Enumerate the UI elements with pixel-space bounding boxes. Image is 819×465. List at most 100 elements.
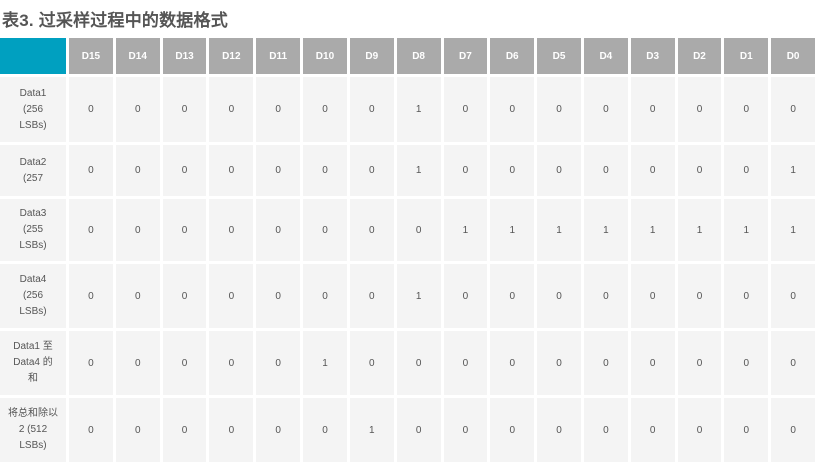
column-header-d7: D7 xyxy=(443,38,488,74)
bit-cell: 0 xyxy=(69,145,113,196)
bit-cell: 0 xyxy=(256,199,301,261)
bit-cell: 1 xyxy=(771,145,815,196)
bit-cell: 0 xyxy=(115,199,160,261)
bit-cell: 0 xyxy=(630,145,675,196)
bit-cell: 0 xyxy=(677,145,722,196)
bit-cell: 0 xyxy=(630,264,675,328)
bit-cell: 0 xyxy=(349,331,394,395)
column-header-d14: D14 xyxy=(115,38,160,74)
bit-cell: 0 xyxy=(162,77,207,142)
bit-cell: 0 xyxy=(537,264,581,328)
bit-cell: 0 xyxy=(303,264,347,328)
row-label-line: (256 xyxy=(22,290,43,301)
row-label-line: Data3 xyxy=(19,208,47,219)
bit-cell: 0 xyxy=(162,199,207,261)
bit-cell: 0 xyxy=(303,145,347,196)
row-label-line: Data1 至 xyxy=(13,341,53,352)
column-header-d15: D15 xyxy=(69,38,113,74)
bit-cell: 0 xyxy=(443,398,488,462)
row-label-line: Data4 xyxy=(19,274,47,285)
bit-cell: 0 xyxy=(209,398,254,462)
bit-cell: 1 xyxy=(443,199,488,261)
bit-cell: 0 xyxy=(162,398,207,462)
bit-cell: 0 xyxy=(724,264,769,328)
column-header-d1: D1 xyxy=(724,38,769,74)
bit-cell: 1 xyxy=(490,199,535,261)
column-header-d12: D12 xyxy=(209,38,254,74)
bit-cell: 0 xyxy=(583,398,628,462)
bit-cell: 0 xyxy=(209,264,254,328)
bit-cell: 0 xyxy=(630,331,675,395)
bit-cell: 0 xyxy=(303,77,347,142)
column-header-d0: D0 xyxy=(771,38,815,74)
bit-cell: 0 xyxy=(490,145,535,196)
bit-cell: 1 xyxy=(537,199,581,261)
row-label-line: LSBs) xyxy=(19,240,47,251)
bit-cell: 0 xyxy=(724,331,769,395)
bit-cell: 0 xyxy=(443,145,488,196)
data-format-table: D15 D14 D13 D12 D11 D10 D9 D8 D7 D6 D5 D4 D3 D2 D1 D0 D… xyxy=(0,35,818,465)
bit-cell: 0 xyxy=(443,264,488,328)
bit-cell: 0 xyxy=(630,398,675,462)
bit-cell: 0 xyxy=(490,331,535,395)
column-header-d2: D2 xyxy=(677,38,722,74)
bit-cell: 0 xyxy=(349,264,394,328)
bit-cell: 0 xyxy=(724,398,769,462)
bit-cell: 0 xyxy=(677,398,722,462)
row-label-line: 和 xyxy=(28,373,38,384)
row-label: Data4 (256 LSBs) xyxy=(0,264,66,328)
bit-cell: 0 xyxy=(69,77,113,142)
bit-cell: 0 xyxy=(349,199,394,261)
bit-cell: 0 xyxy=(583,77,628,142)
bit-cell: 1 xyxy=(724,199,769,261)
bit-cell: 0 xyxy=(115,145,160,196)
bit-cell: 0 xyxy=(115,77,160,142)
bit-cell: 0 xyxy=(115,331,160,395)
row-label: Data1 (256 LSBs) xyxy=(0,77,66,142)
bit-cell: 0 xyxy=(162,331,207,395)
row-label-line: 2 (512 xyxy=(18,424,48,435)
row-label-line: Data4 的 xyxy=(13,357,53,368)
bit-cell: 0 xyxy=(349,145,394,196)
bit-cell: 0 xyxy=(677,331,722,395)
bit-cell: 0 xyxy=(209,199,254,261)
bit-cell: 1 xyxy=(396,145,441,196)
row-label: Data1 至 Data4 的和 xyxy=(0,331,66,395)
bit-cell: 1 xyxy=(583,199,628,261)
bit-cell: 0 xyxy=(209,331,254,395)
row-label-line: (255 xyxy=(22,224,43,235)
bit-cell: 0 xyxy=(69,199,113,261)
table-row: 将总和除以 2 (512 LSBs) 0 0 0 0 0 0 1 0 0 0 0 0 0 0 0 0 xyxy=(0,398,815,462)
bit-cell: 1 xyxy=(303,331,347,395)
bit-cell: 0 xyxy=(69,398,113,462)
column-header-d3: D3 xyxy=(630,38,675,74)
column-header-d5: D5 xyxy=(537,38,581,74)
table-row: Data2 (257 0 0 0 0 0 0 0 1 0 0 0 0 0 0 0 1 xyxy=(0,145,815,196)
bit-cell: 0 xyxy=(583,331,628,395)
bit-cell: 0 xyxy=(583,145,628,196)
bit-cell: 0 xyxy=(396,199,441,261)
bit-cell: 0 xyxy=(209,77,254,142)
bit-cell: 0 xyxy=(256,264,301,328)
bit-cell: 0 xyxy=(162,264,207,328)
bit-cell: 0 xyxy=(537,77,581,142)
column-header-d11: D11 xyxy=(256,38,301,74)
bit-cell: 0 xyxy=(443,77,488,142)
bit-cell: 0 xyxy=(209,145,254,196)
row-label-line: LSBs) xyxy=(19,119,47,131)
bit-cell: 1 xyxy=(771,199,815,261)
table-title: 表3. 过采样过程中的数据格式 xyxy=(2,11,228,30)
bit-cell: 0 xyxy=(396,331,441,395)
table-row: Data3 (255 LSBs) 0 0 0 0 0 0 0 0 1 1 1 1 1 1 1 1 xyxy=(0,199,815,261)
column-header-d4: D4 xyxy=(583,38,628,74)
bit-cell: 0 xyxy=(537,145,581,196)
bit-cell: 0 xyxy=(724,77,769,142)
bit-cell: 0 xyxy=(162,145,207,196)
bit-cell: 0 xyxy=(115,398,160,462)
bit-cell: 0 xyxy=(303,398,347,462)
bit-cell: 0 xyxy=(115,264,160,328)
bit-cell: 0 xyxy=(771,77,815,142)
bit-cell: 0 xyxy=(724,145,769,196)
row-label-line: Data2 xyxy=(19,156,47,168)
